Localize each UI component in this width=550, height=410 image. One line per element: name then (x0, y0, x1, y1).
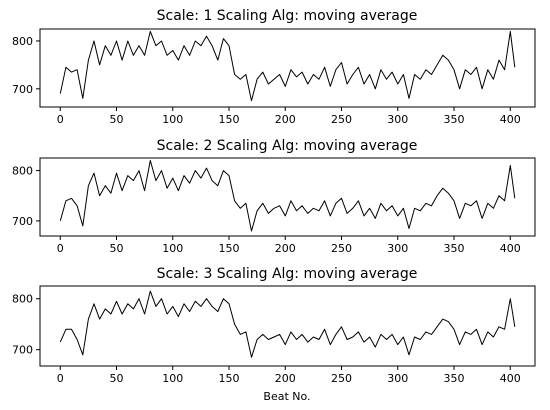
subplot-3: Scale: 3 Scaling Alg: moving average 0 50… (12, 266, 536, 385)
x-tick-label: 200 (275, 242, 296, 255)
x-tick-label: 100 (162, 372, 183, 385)
x-tick-label: 150 (219, 113, 240, 126)
series-line-2-1 (59, 160, 516, 232)
subplot-1-title: Scale: 1 Scaling Alg: moving average (157, 8, 418, 24)
x-tick-label: 100 (162, 242, 183, 255)
x-tick-label: 250 (331, 372, 352, 385)
plot-frame-1 (39, 28, 536, 108)
x-tick-label: 100 (162, 113, 183, 126)
plot-frame-3 (39, 285, 536, 367)
y-tick-label: 700 (12, 83, 33, 96)
subplot-2-title: Scale: 2 Scaling Alg: moving average (157, 138, 418, 154)
y-tick-label: 800 (12, 35, 33, 48)
series-line-3-1 (59, 290, 516, 358)
x-tick-label: 50 (110, 113, 124, 126)
subplot-1: Scale: 1 Scaling Alg: moving average 0 50… (12, 8, 536, 126)
x-tick-label: 250 (331, 242, 352, 255)
x-axis-label: Beat No. (263, 390, 310, 403)
x-tick-label: 350 (444, 242, 465, 255)
x-tick-label: 400 (500, 372, 521, 385)
x-tick-label: 250 (331, 113, 352, 126)
x-tick-label: 0 (57, 372, 64, 385)
x-tick-label: 300 (387, 113, 408, 126)
series-line-1-1 (59, 30, 516, 102)
x-tick-label: 150 (219, 372, 240, 385)
subplot-2: Scale: 2 Scaling Alg: moving average 0 50… (12, 138, 536, 255)
x-tick-label: 300 (387, 242, 408, 255)
x-tick-label: 350 (444, 113, 465, 126)
plot-frame-2 (39, 157, 536, 237)
x-tick-label: 200 (275, 372, 296, 385)
x-tick-label: 350 (444, 372, 465, 385)
x-tick-label: 300 (387, 372, 408, 385)
x-tick-label: 400 (500, 242, 521, 255)
x-tick-label: 400 (500, 113, 521, 126)
x-tick-label: 0 (57, 113, 64, 126)
y-tick-label: 700 (12, 344, 33, 357)
x-tick-label: 200 (275, 113, 296, 126)
y-tick-label: 800 (12, 165, 33, 178)
x-tick-label: 50 (110, 372, 124, 385)
x-tick-label: 150 (219, 242, 240, 255)
subplot-3-title: Scale: 3 Scaling Alg: moving average (157, 266, 418, 282)
x-tick-label: 0 (57, 242, 64, 255)
y-tick-label: 800 (12, 293, 33, 306)
x-tick-label: 50 (110, 242, 124, 255)
y-tick-label: 700 (12, 215, 33, 228)
